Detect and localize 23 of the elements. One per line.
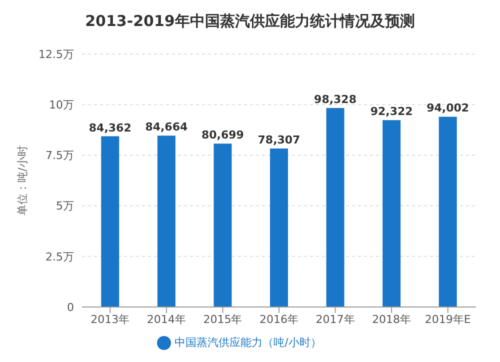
y-tick-label: 12.5万 — [38, 48, 74, 61]
x-tick-label: 2014年 — [146, 312, 186, 326]
text: 98,328 — [314, 92, 357, 106]
text: 84,664 — [145, 120, 188, 134]
y-tick-label: 7.5万 — [46, 149, 74, 162]
text: 94,002 — [426, 102, 470, 115]
x-tick-label: 2016年 — [260, 312, 298, 326]
text: 78,307 — [258, 134, 300, 147]
y-tick-label: 0 — [67, 300, 74, 314]
chart-title: 2013-2019年中国蒸汽供应能力统计情况及预测 — [84, 11, 416, 32]
y-tick-label: 10万 — [49, 98, 74, 112]
text: 84,362 — [88, 121, 132, 134]
y-tick-label: 5万 — [56, 200, 74, 213]
x-tick-label: 2019年E — [424, 312, 471, 326]
y-axis-title: 单位：吨/小时 — [16, 146, 29, 216]
x-tick-label: 2017年 — [316, 312, 355, 326]
x-tick-label: 2013年 — [90, 312, 130, 326]
text: 80,699 — [201, 128, 244, 142]
text: 92,322 — [370, 105, 413, 118]
x-tick-label: 2015年 — [203, 312, 242, 326]
legend-label: 中国蒸汽供应能力（吨/小时） — [174, 336, 322, 349]
y-tick-label: 2.5万 — [46, 250, 74, 264]
x-tick-label: 2018年 — [372, 312, 412, 326]
